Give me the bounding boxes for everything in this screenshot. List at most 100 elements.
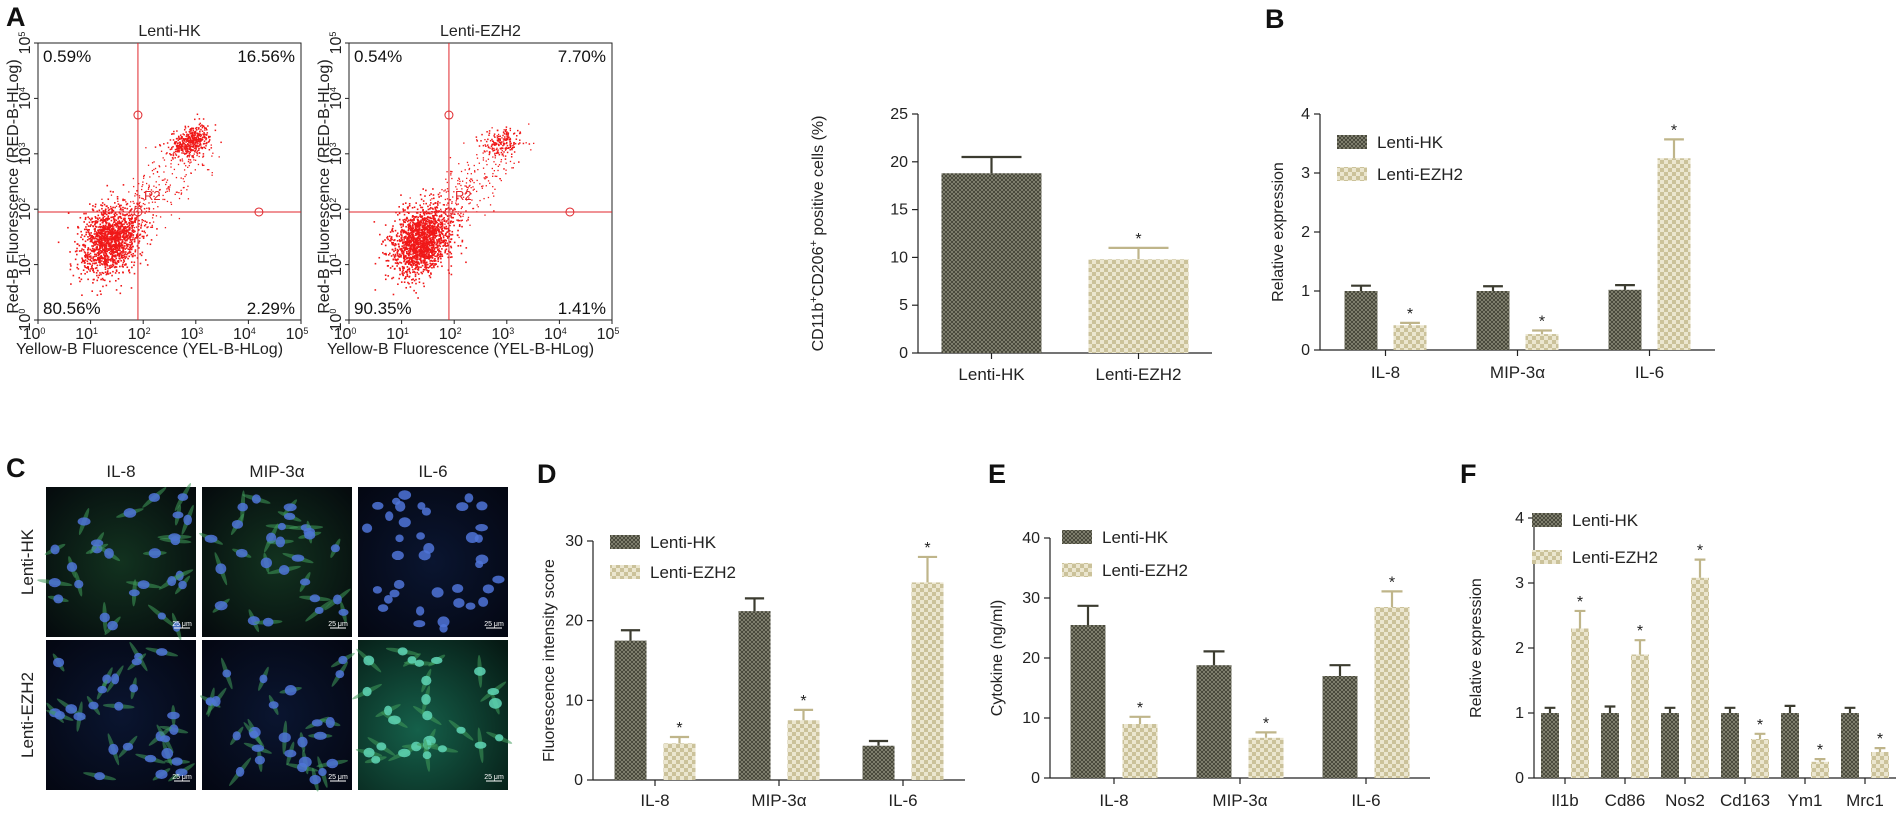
flow-event [505,173,506,174]
flow-event [508,132,509,133]
flow-event [435,251,437,253]
panel-label-e: E [988,459,1006,489]
flow-event [494,133,496,135]
flow-event [116,223,117,224]
significance-star: * [924,540,930,557]
scale-bar-label: 25 μm [484,621,504,628]
tick-base: 10 [17,314,34,332]
flow-event [439,240,441,242]
flow-event [122,199,124,201]
flow-event [496,148,497,149]
flow-event [492,186,493,187]
flow-event [87,267,89,269]
flow-event [138,223,140,225]
flow-event [506,126,508,128]
cell-nucleus [276,536,286,547]
category-label: Cd163 [1720,791,1770,810]
error-bar [1078,606,1099,625]
flow-event [442,241,444,243]
flow-event [201,134,203,136]
tick-exponent: 1 [93,326,98,336]
flow-event [87,263,89,265]
flow-event [399,219,401,221]
flow-event [407,266,409,268]
flow-event [400,240,402,242]
cell-nucleus [398,749,410,758]
flow-event [85,259,87,261]
flow-event [416,229,418,231]
flow-event [416,244,418,246]
flow-event [403,267,405,269]
chart-a-positive-cells: 0510152025CD11b+CD206+ positive cells (%… [808,106,1212,384]
flow-event [182,133,184,135]
cell-nucleus [138,580,150,589]
flow-event [514,151,516,153]
flow-event [81,248,83,250]
flow-event [495,155,497,157]
flow-event [202,148,204,150]
flow-event [119,247,121,249]
flow-event [417,217,419,219]
flow-event [164,178,165,179]
flow-event [492,150,493,151]
flow-event [148,207,149,208]
flow-event [467,162,468,163]
flow-event [492,168,493,169]
flow-event [422,241,424,243]
flow-event [152,214,154,216]
flow-event [115,258,117,260]
flow-event [111,246,113,248]
flow-event [458,178,459,179]
flow-event [440,209,441,210]
flow-event [200,136,202,138]
flow-event [88,229,90,231]
flow-event [111,275,113,277]
bar-lenti-hk [1661,713,1679,778]
cell-nucleus [475,561,483,568]
flow-event [493,141,495,143]
flow-event [410,264,412,266]
flow-event [102,249,104,251]
flow-event [180,134,182,136]
flow-event [172,158,173,159]
error-bar [1109,248,1169,259]
flow-event [482,188,483,189]
flow-event [402,219,404,221]
cell-nucleus [338,609,348,616]
flow-event [393,294,395,296]
flow-event [146,208,147,209]
flow-event [505,129,507,131]
flow-event [429,223,431,225]
flow-event [183,145,185,147]
flow-event [486,185,487,186]
flow-event [87,279,89,281]
flow-event [489,154,491,156]
cell-nucleus [215,563,226,574]
flow-event [92,263,94,265]
flow-event [183,178,184,179]
flow-event [424,217,426,219]
flow-event [449,241,451,243]
microscopy-image: 25 μm [45,640,196,790]
flow-event [426,250,428,252]
flow-event [193,159,194,160]
flow-event [111,216,113,218]
flow-event [427,225,428,226]
flow-event [211,155,212,156]
flow-event [512,147,514,149]
error-bar [869,741,888,746]
bar-lenti-hk [1197,665,1232,778]
flow-event [131,247,133,249]
flow-event [95,259,97,261]
flow-event [106,263,108,265]
flow-event [413,237,415,239]
flow-event [494,150,496,152]
flow-event [112,234,114,236]
flow-event [409,248,411,250]
flow-event [94,249,96,251]
flow-event [462,216,463,217]
flow-event [167,179,168,180]
flow-event [132,256,134,258]
flow-event [392,231,394,233]
cell-nucleus [158,613,166,620]
